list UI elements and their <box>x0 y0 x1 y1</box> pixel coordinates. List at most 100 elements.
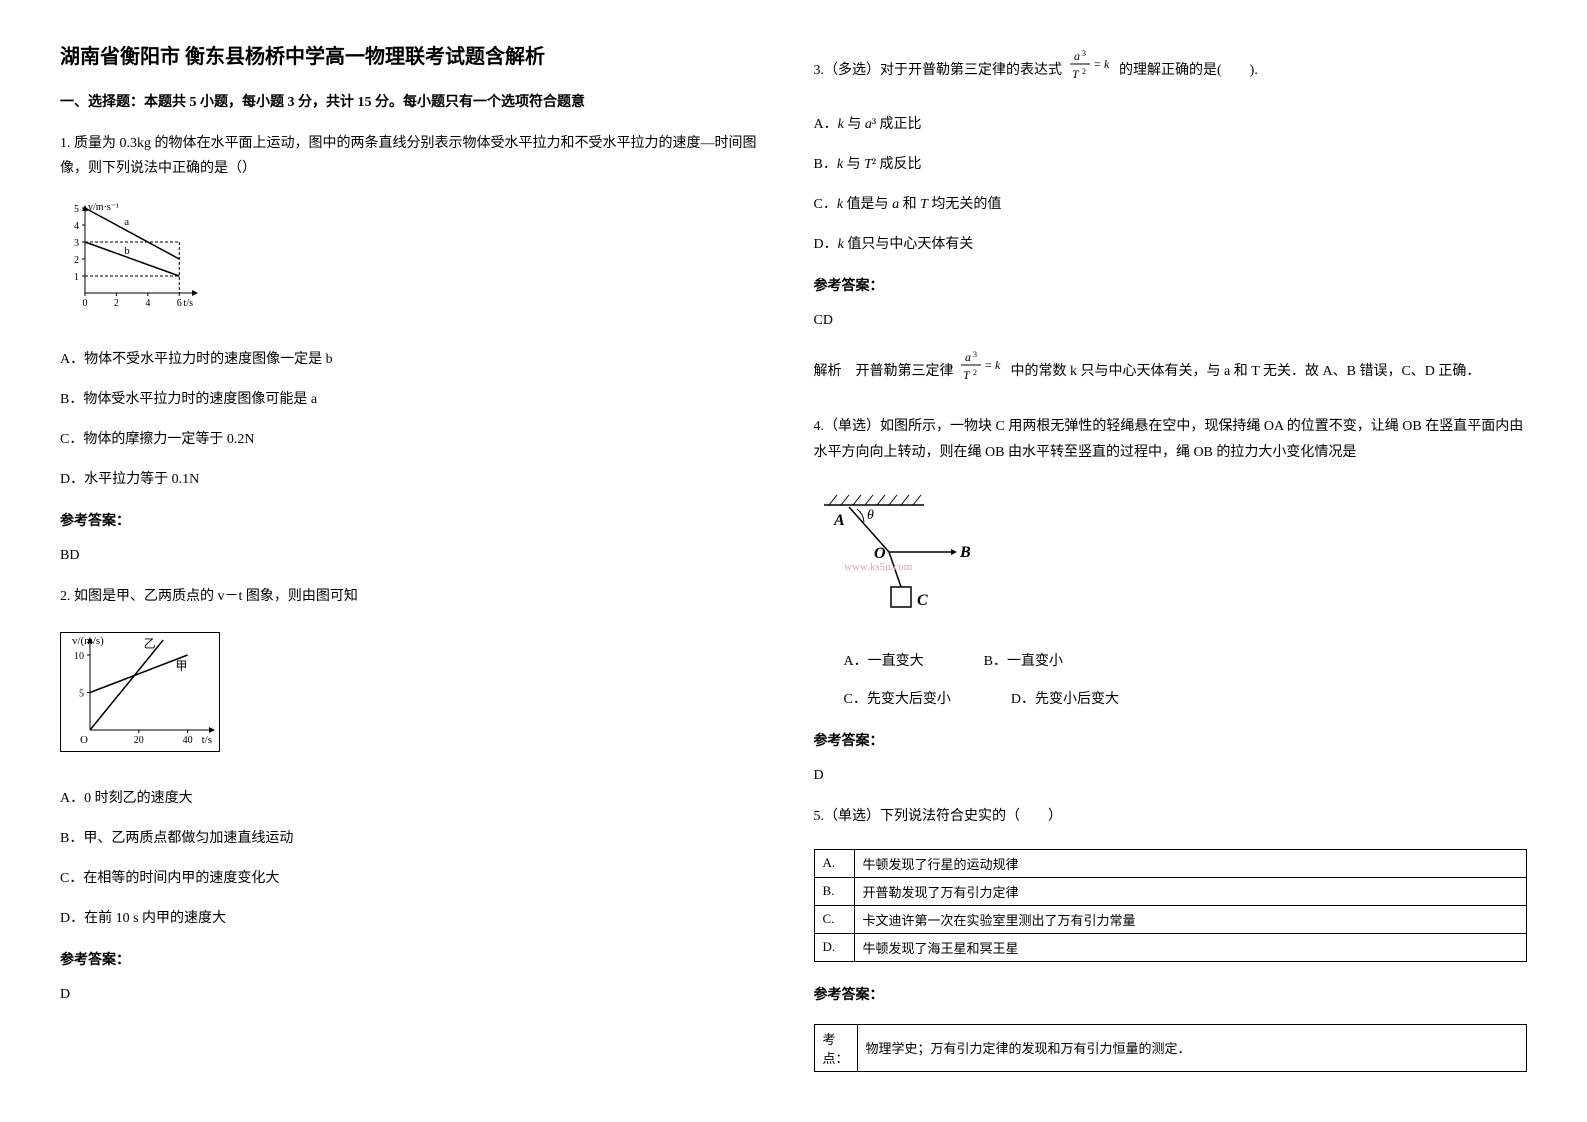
q3-answer: CD <box>814 313 1528 329</box>
svg-text:www.ks5u.com: www.ks5u.com <box>844 561 913 573</box>
svg-text:5: 5 <box>74 204 79 215</box>
svg-text:=: = <box>985 358 992 372</box>
svg-text:=: = <box>1094 57 1101 71</box>
q3-explain-suffix: 中的常数 k 只与中心天体有关，与 a 和 T 无关．故 A、B 错误，C、D … <box>1011 364 1481 379</box>
q3-explain-prefix: 解析 开普勒第三定律 <box>814 364 954 379</box>
svg-text:4: 4 <box>145 298 150 309</box>
q5-explain-val: 物理学史；万有引力定律的发现和万有引力恒量的测定． <box>857 1024 1527 1071</box>
question-1-text: 1. 质量为 0.3kg 的物体在水平面上运动，图中的两条直线分别表示物体受水平… <box>60 131 774 181</box>
section-heading: 一、选择题：本题共 5 小题，每小题 3 分，共计 15 分。每小题只有一个选项… <box>60 91 774 111</box>
q3-option-d: D．k 值只与中心天体有关 <box>814 233 1528 253</box>
q2-answer-label: 参考答案： <box>60 949 774 969</box>
q1-option-d: D．水平拉力等于 0.1N <box>60 468 774 488</box>
table-row: 考点： 物理学史；万有引力定律的发现和万有引力恒量的测定． <box>814 1024 1527 1071</box>
question-2-text: 2. 如图是甲、乙两质点的 v－t 图象，则由图可知 <box>60 584 774 609</box>
q4-option-c: C．先变大后变小 <box>844 688 951 708</box>
q4-answer: D <box>814 768 1528 784</box>
q1-option-b: B．物体受水平拉力时的速度图像可能是 a <box>60 388 774 408</box>
svg-text:a: a <box>1074 49 1080 63</box>
q4-option-b: B．一直变小 <box>984 650 1063 670</box>
question-4-text: 4.（单选）如图所示，一物块 C 用两根无弹性的轻绳悬在空中，现保持绳 OA 的… <box>814 414 1528 464</box>
svg-text:v/(m/s): v/(m/s) <box>72 635 104 647</box>
q3-answer-label: 参考答案： <box>814 275 1528 295</box>
svg-text:T: T <box>963 368 971 382</box>
svg-text:T: T <box>1072 67 1080 81</box>
option-key: C. <box>814 905 854 933</box>
svg-text:1: 1 <box>74 272 79 283</box>
svg-text:t/s: t/s <box>184 298 194 309</box>
table-row: C.卡文迪许第一次在实验室里测出了万有引力常量 <box>814 905 1527 933</box>
option-text: 牛顿发现了海王星和冥王星 <box>854 933 1527 961</box>
option-text: 开普勒发现了万有引力定律 <box>854 877 1527 905</box>
q1-option-c: C．物体的摩擦力一定等于 0.2N <box>60 428 774 448</box>
q4-option-d: D．先变小后变大 <box>1011 688 1119 708</box>
option-key: D. <box>814 933 854 961</box>
svg-text:乙: 乙 <box>144 636 156 650</box>
table-row: B.开普勒发现了万有引力定律 <box>814 877 1527 905</box>
svg-text:θ: θ <box>867 508 874 523</box>
svg-text:3: 3 <box>74 238 79 249</box>
table-row: D.牛顿发现了海王星和冥王星 <box>814 933 1527 961</box>
q5-answer-label: 参考答案： <box>814 984 1528 1004</box>
svg-text:6: 6 <box>177 298 182 309</box>
q3-formula: a 3 T 2 = k <box>1066 48 1116 93</box>
q3-explain: 解析 开普勒第三定律 a 3 T 2 = k 中的常数 k 只与中心天体有关，与… <box>814 349 1528 394</box>
q3-option-a: A．k 与 a³ 成正比 <box>814 113 1528 133</box>
svg-text:0: 0 <box>83 298 88 309</box>
q3-option-c: C．k 值是与 a 和 T 均无关的值 <box>814 193 1528 213</box>
q5-explain-table: 考点： 物理学史；万有引力定律的发现和万有引力恒量的测定． <box>814 1024 1528 1072</box>
option-text: 卡文迪许第一次在实验室里测出了万有引力常量 <box>854 905 1527 933</box>
option-text: 牛顿发现了行星的运动规律 <box>854 849 1527 877</box>
svg-text:2: 2 <box>114 298 119 309</box>
q3-formula-2: a 3 T 2 = k <box>957 349 1007 394</box>
q2-answer: D <box>60 987 774 1003</box>
q1-answer-label: 参考答案： <box>60 510 774 530</box>
svg-text:A: A <box>833 512 845 529</box>
q3-suffix: 的理解正确的是( ). <box>1119 63 1258 78</box>
q5-options-table: A.牛顿发现了行星的运动规律B.开普勒发现了万有引力定律C.卡文迪许第一次在实验… <box>814 849 1528 962</box>
option-key: B. <box>814 877 854 905</box>
svg-text:5: 5 <box>79 688 84 699</box>
svg-text:a: a <box>124 216 129 228</box>
svg-text:3: 3 <box>1082 49 1086 58</box>
svg-text:10: 10 <box>74 651 84 662</box>
svg-text:b: b <box>124 245 130 257</box>
question-3-text: 3.（多选）对于开普勒第三定律的表达式 a 3 T 2 = k 的理解正确的是(… <box>814 48 1528 93</box>
svg-text:2: 2 <box>973 368 977 377</box>
q2-option-a: A．0 时刻乙的速度大 <box>60 787 774 807</box>
svg-text:4: 4 <box>74 221 79 232</box>
svg-text:甲: 甲 <box>175 659 187 673</box>
q1-option-a: A．物体不受水平拉力时的速度图像一定是 b <box>60 348 774 368</box>
q2-option-d: D．在前 10 s 内甲的速度大 <box>60 907 774 927</box>
svg-text:t/s: t/s <box>202 734 212 746</box>
q1-chart: 1 2 3 4 5 0 2 4 6 a b v/m·s⁻¹ t/s <box>60 203 774 318</box>
q4-answer-label: 参考答案： <box>814 730 1528 750</box>
left-column: 湖南省衡阳市 衡东县杨桥中学高一物理联考试题含解析 一、选择题：本题共 5 小题… <box>60 40 774 1072</box>
right-column: 3.（多选）对于开普勒第三定律的表达式 a 3 T 2 = k 的理解正确的是(… <box>814 40 1528 1072</box>
svg-text:C: C <box>917 592 928 609</box>
svg-text:3: 3 <box>973 350 977 359</box>
svg-text:k: k <box>1104 57 1110 71</box>
svg-text:k: k <box>995 358 1001 372</box>
svg-text:a: a <box>965 350 971 364</box>
q4-option-a: A．一直变大 <box>844 650 924 670</box>
svg-text:v/m·s⁻¹: v/m·s⁻¹ <box>88 203 119 213</box>
q3-option-b: B．k 与 T² 成反比 <box>814 153 1528 173</box>
q1-answer: BD <box>60 548 774 564</box>
q2-chart: 5 10 20 40 甲 乙 v/(m/s) t/s O <box>60 632 774 757</box>
svg-text:O: O <box>80 734 88 746</box>
svg-text:40: 40 <box>183 735 193 746</box>
q4-options-row2: C．先变大后变小 D．先变小后变大 <box>844 688 1528 708</box>
svg-text:2: 2 <box>74 255 79 266</box>
svg-text:B: B <box>959 544 971 561</box>
q2-option-c: C．在相等的时间内甲的速度变化大 <box>60 867 774 887</box>
svg-text:20: 20 <box>134 735 144 746</box>
q3-prefix: 3.（多选）对于开普勒第三定律的表达式 <box>814 63 1063 78</box>
q2-option-b: B．甲、乙两质点都做匀加速直线运动 <box>60 827 774 847</box>
svg-text:O: O <box>874 545 886 562</box>
svg-text:2: 2 <box>1082 67 1086 76</box>
q5-explain-key: 考点： <box>814 1024 857 1071</box>
option-key: A. <box>814 849 854 877</box>
question-5-text: 5.（单选）下列说法符合史实的（ ） <box>814 804 1528 829</box>
q4-options-row1: A．一直变大 B．一直变小 <box>844 650 1528 670</box>
